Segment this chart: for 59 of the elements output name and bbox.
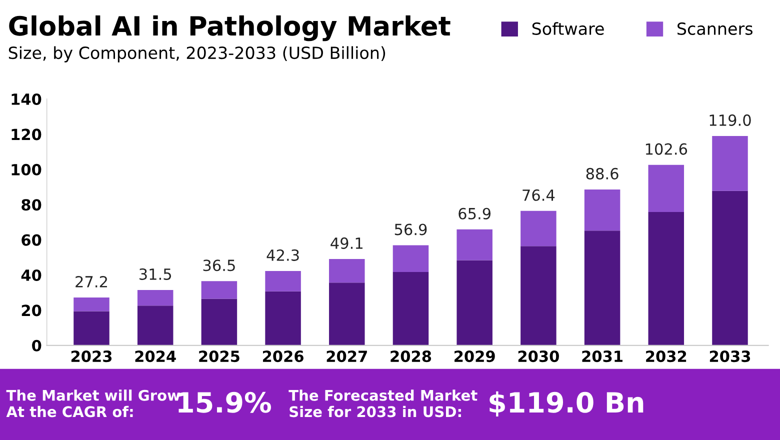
x-tick-label: 2024 bbox=[135, 350, 176, 362]
total-label: 88.6 bbox=[586, 168, 618, 180]
x-tick-label: 2026 bbox=[262, 350, 304, 362]
y-tick-label: 120 bbox=[12, 128, 42, 140]
bar bbox=[201, 281, 238, 299]
chart-title: Global AI in Pathology Market bbox=[9, 15, 450, 42]
bar bbox=[648, 164, 684, 212]
x-tick-label: 2028 bbox=[390, 350, 432, 362]
legend-label: Software bbox=[532, 22, 604, 36]
bar bbox=[584, 230, 620, 346]
bar bbox=[648, 212, 684, 346]
y-tick-label: 0 bbox=[32, 340, 42, 352]
total-label: 42.3 bbox=[266, 249, 299, 261]
total-label: 36.5 bbox=[203, 260, 235, 272]
total-label: 65.9 bbox=[458, 208, 491, 220]
total-label: 119.0 bbox=[710, 114, 751, 126]
x-tick-label: 2023 bbox=[71, 350, 112, 362]
x-tick-label: 2030 bbox=[518, 350, 559, 362]
x-tick-label: 2032 bbox=[646, 350, 686, 362]
bar bbox=[584, 189, 620, 231]
bar bbox=[265, 270, 301, 292]
chart-subtitle: Size, by Component, 2023-2033 (USD Billion) bbox=[8, 46, 386, 62]
y-tick-label: 140 bbox=[12, 93, 42, 106]
bar bbox=[456, 260, 492, 346]
total-label: 49.1 bbox=[330, 237, 362, 249]
bar bbox=[201, 298, 238, 346]
x-tick-label: 2033 bbox=[710, 350, 750, 362]
text: 15.9% bbox=[178, 392, 271, 413]
bar bbox=[137, 290, 174, 306]
text: $119.0 Bn bbox=[490, 391, 644, 417]
x-tick-label: 2031 bbox=[582, 350, 622, 362]
bar bbox=[712, 190, 748, 346]
y-tick-label: 20 bbox=[22, 304, 42, 316]
y-tick-label: 60 bbox=[22, 234, 42, 246]
x-tick-label: 2027 bbox=[326, 350, 367, 362]
bar bbox=[712, 136, 748, 191]
total-label: 102.6 bbox=[646, 143, 688, 155]
total-label: 27.2 bbox=[76, 276, 107, 288]
y-tick-label: 40 bbox=[21, 269, 42, 282]
bar bbox=[392, 272, 429, 346]
bar bbox=[329, 282, 365, 346]
bar bbox=[74, 298, 110, 312]
bar bbox=[74, 311, 110, 346]
total-label: 56.9 bbox=[394, 224, 427, 236]
bar bbox=[520, 246, 556, 346]
bar bbox=[392, 245, 429, 272]
total-label: 31.5 bbox=[140, 268, 172, 280]
y-tick-label: 100 bbox=[12, 164, 42, 176]
bar bbox=[329, 258, 365, 283]
total-label: 76.4 bbox=[522, 189, 555, 201]
x-tick-label: 2029 bbox=[454, 350, 495, 362]
legend-label: Scanners bbox=[678, 22, 752, 36]
y-tick-label: 80 bbox=[22, 199, 42, 211]
text: The Forecasted Market Size for 2033 in USD: bbox=[288, 390, 478, 418]
x-tick-label: 2025 bbox=[199, 350, 240, 362]
bar bbox=[456, 229, 492, 260]
bar bbox=[137, 306, 174, 346]
bar bbox=[520, 210, 556, 246]
bar bbox=[265, 291, 301, 346]
